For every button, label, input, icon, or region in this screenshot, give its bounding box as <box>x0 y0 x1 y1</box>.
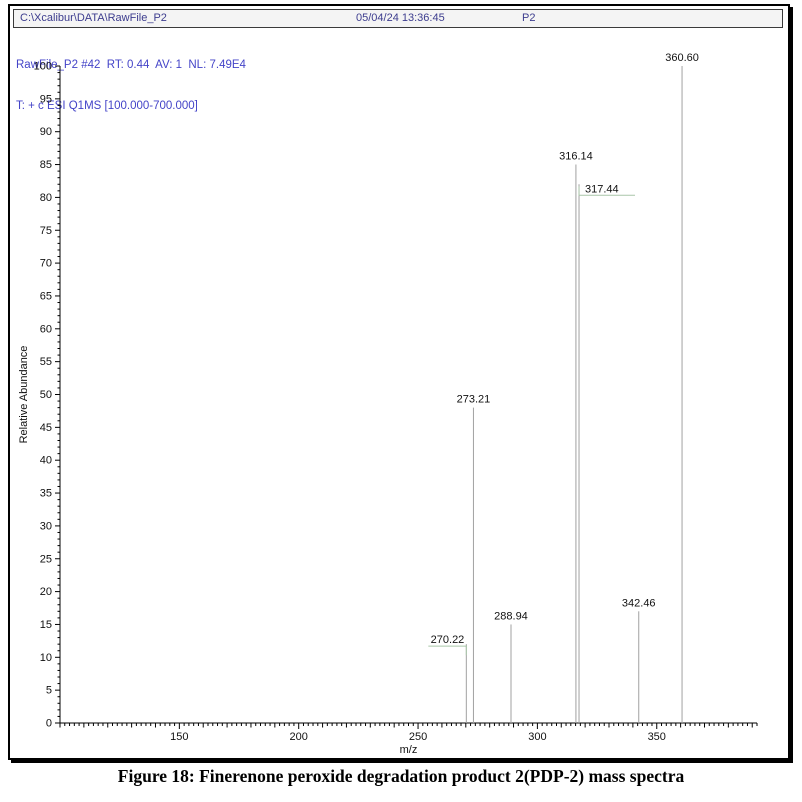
y-axis-title: Relative Abundance <box>18 346 30 444</box>
x-tick-label: 350 <box>648 731 666 743</box>
x-axis-title: m/z <box>400 744 418 756</box>
y-tick-label: 90 <box>40 126 52 138</box>
x-tick-label: 250 <box>409 731 427 743</box>
acquisition-datetime: 05/04/24 13:36:45 <box>356 12 445 24</box>
peak-label: 342.46 <box>622 597 656 609</box>
y-tick-label: 0 <box>46 718 52 730</box>
spectrum-window: C:\Xcalibur\DATA\RawFile_P2 05/04/24 13:… <box>8 4 790 760</box>
peak-label: 317.44 <box>585 183 619 195</box>
y-tick-label: 55 <box>40 356 52 368</box>
figure-caption: Figure 18: Finerenone peroxide degradati… <box>117 766 685 786</box>
y-tick-label: 80 <box>40 192 52 204</box>
y-tick-label: 10 <box>40 652 52 664</box>
y-tick-label: 100 <box>34 61 52 73</box>
x-tick-label: 300 <box>528 731 546 743</box>
x-tick-label: 200 <box>290 731 308 743</box>
y-tick-label: 95 <box>40 93 52 105</box>
y-tick-label: 40 <box>40 455 52 467</box>
y-tick-label: 60 <box>40 323 52 335</box>
y-tick-label: 75 <box>40 225 52 237</box>
y-tick-label: 65 <box>40 290 52 302</box>
label-leader-line <box>428 645 467 656</box>
y-tick-label: 15 <box>40 619 52 631</box>
label-leader-line <box>578 186 636 196</box>
y-tick-label: 70 <box>40 258 52 270</box>
scan-filter-line: T: + c ESI Q1MS [100.000-700.000] <box>16 99 198 112</box>
y-tick-label: 45 <box>40 422 52 434</box>
y-tick-label: 20 <box>40 586 52 598</box>
raw-file-path: C:\Xcalibur\DATA\RawFile_P2 <box>20 12 167 24</box>
sample-name: P2 <box>522 12 536 24</box>
x-tick-label: 150 <box>170 731 188 743</box>
peak-label: 316.14 <box>559 151 593 163</box>
peak-label: 360.60 <box>665 52 699 64</box>
peak-label: 273.21 <box>457 394 491 406</box>
scan-header-line1: RawFile_P2 #42 RT: 0.44 AV: 1 NL: 7.49E4 <box>16 59 246 71</box>
scan-header: RawFile_P2 #42 RT: 0.44 AV: 1 NL: 7.49E4… <box>16 32 246 140</box>
y-tick-label: 5 <box>46 685 52 697</box>
title-bar: C:\Xcalibur\DATA\RawFile_P2 05/04/24 13:… <box>13 9 783 28</box>
y-tick-label: 30 <box>40 520 52 532</box>
mass-spectrum-chart[interactable]: 0 5 10 15 20 25 30 35 40 45 50 55 60 65 70 75 80 85 90 95 10… <box>10 6 788 758</box>
y-tick-label: 85 <box>40 159 52 171</box>
peak-label: 270.22 <box>431 634 465 646</box>
y-tick-label: 50 <box>40 389 52 401</box>
peak-label: 288.94 <box>494 610 528 622</box>
y-tick-label: 35 <box>40 488 52 500</box>
y-tick-label: 25 <box>40 553 52 565</box>
